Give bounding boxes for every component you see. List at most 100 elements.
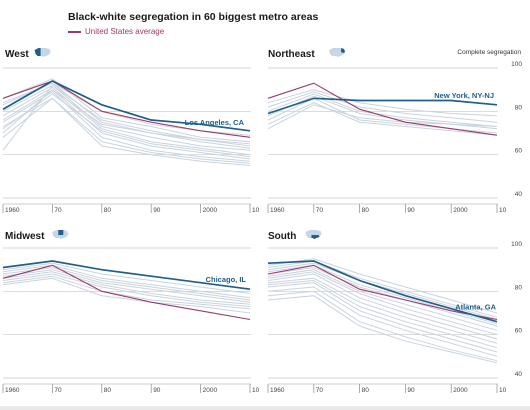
x-tick-label-south-2010: 10 (499, 387, 507, 394)
series-line-west-metro-12 (2, 84, 251, 151)
x-tick-label-south-1980: 80 (362, 387, 370, 394)
series-line-midwest-metro-3 (2, 266, 251, 301)
series-line-west-los-angeles-ca (2, 80, 251, 132)
series-line-south-metro-3 (267, 262, 498, 320)
panel-title-northeast: Northeast (268, 49, 315, 60)
series-line-midwest-metro-4 (2, 269, 251, 303)
series-line-south-metro-7 (267, 271, 498, 336)
series-line-south-metro-11 (267, 282, 498, 353)
x-tick-label-west-1990: 90 (153, 207, 161, 214)
series-line-south-metro-9 (267, 277, 498, 344)
series-line-midwest-metro-7 (2, 275, 251, 310)
chart-title: Black-white segregation in 60 biggest me… (68, 11, 319, 23)
us-map-west-icon (34, 48, 51, 57)
us-map-midwest-icon (52, 230, 69, 239)
series-label-south-atlanta-ga: Atlanta, GA (455, 303, 496, 312)
panel-south: South 40 60 80 100 1960 70 80 90 2000 10 Atlanta, G… (267, 230, 523, 394)
series-line-midwest-chicago-il (2, 260, 251, 291)
x-tick-label-midwest-2000: 2000 (203, 387, 218, 394)
us-map-south-icon (305, 230, 322, 239)
y-tick-label-south-40: 40 (515, 371, 523, 378)
series-line-midwest-metro-1 (2, 262, 251, 294)
series-line-midwest-us-average (2, 264, 251, 321)
panel-title-south: South (268, 231, 296, 242)
series-line-west-metro-5 (2, 86, 251, 156)
series-line-west-metro-11 (2, 97, 251, 166)
series-line-south-us-average (267, 264, 498, 321)
x-tick-label-northeast-1990: 90 (407, 207, 415, 214)
legend-swatch-us-average (68, 30, 81, 33)
x-tick-label-midwest-1960: 1960 (5, 387, 20, 394)
series-label-west-los-angeles-ca: Los Angeles, CA (185, 118, 245, 127)
series-line-south-metro-14 (267, 295, 498, 364)
series-line-west-metro-4 (2, 84, 251, 151)
series-line-west-us-average (2, 80, 251, 138)
x-tick-label-west-2010: 10 (252, 207, 260, 214)
y-axis-label-complete-segregation: Complete segregation (457, 49, 521, 56)
y-tick-label-northeast-60: 60 (515, 148, 523, 155)
series-line-south-metro-10 (267, 279, 498, 349)
series-line-south-metro-8 (267, 273, 498, 340)
x-tick-label-south-1960: 1960 (270, 387, 285, 394)
x-tick-label-northeast-1960: 1960 (270, 207, 285, 214)
y-tick-label-northeast-80: 80 (515, 104, 523, 111)
x-tick-label-south-1990: 90 (407, 387, 415, 394)
series-line-northeast-metro-6 (267, 102, 498, 136)
series-line-south-metro-1 (267, 258, 498, 314)
series-line-west-metro-6 (2, 89, 251, 160)
series-line-northeast-us-average (267, 82, 498, 136)
series-line-midwest-metro-2 (2, 264, 251, 299)
panel-title-west: West (5, 49, 29, 60)
x-tick-label-west-1970: 70 (54, 207, 62, 214)
y-tick-label-northeast-40: 40 (515, 191, 523, 198)
series-line-midwest-metro-5 (2, 271, 251, 305)
y-tick-label-northeast-100: 100 (511, 61, 522, 68)
us-map-west-icon-region (34, 48, 41, 56)
x-tick-label-midwest-1970: 70 (54, 387, 62, 394)
panel-northeast: Northeast 40 60 80 100 1960 70 80 90 2000 10 New Yo… (267, 48, 523, 214)
us-map-northeast-icon-region (341, 48, 346, 53)
series-line-west-metro-1 (2, 78, 251, 143)
us-map-northeast-icon (329, 48, 346, 57)
panel-west: West 1960 70 80 90 2000 10 Los Angeles, CA (2, 48, 260, 214)
x-tick-label-northeast-2010: 10 (499, 207, 507, 214)
series-line-northeast-new-york-ny-nj (267, 97, 498, 115)
series-line-west-metro-9 (2, 93, 251, 158)
series-line-south-metro-6 (267, 269, 498, 331)
bottom-rule (0, 406, 530, 410)
series-label-northeast-new-york-ny-nj: New York, NY-NJ (434, 91, 494, 100)
x-tick-label-west-1980: 80 (104, 207, 112, 214)
y-tick-label-south-100: 100 (511, 241, 522, 248)
series-line-northeast-metro-1 (267, 89, 498, 117)
series-line-northeast-metro-7 (267, 104, 498, 130)
legend: United States average (68, 27, 164, 36)
x-tick-label-south-1970: 70 (316, 387, 324, 394)
x-tick-label-northeast-2000: 2000 (453, 207, 468, 214)
series-line-south-atlanta-ga (267, 260, 498, 323)
series-line-midwest-metro-8 (2, 277, 251, 314)
panel-title-midwest: Midwest (5, 231, 45, 242)
x-tick-label-northeast-1980: 80 (362, 207, 370, 214)
x-tick-label-south-2000: 2000 (453, 387, 468, 394)
series-line-west-metro-8 (2, 97, 251, 164)
series-line-midwest-metro-6 (2, 273, 251, 307)
series-line-west-metro-2 (2, 82, 251, 147)
series-line-south-metro-5 (267, 266, 498, 327)
series-label-midwest-chicago-il: Chicago, IL (206, 275, 247, 284)
legend-label-us-average: United States average (85, 27, 165, 36)
series-line-northeast-metro-3 (267, 93, 498, 127)
series-line-south-metro-12 (267, 286, 498, 357)
us-map-south-icon-region (311, 235, 320, 239)
us-map-midwest-icon-region (58, 230, 64, 235)
series-line-northeast-metro-2 (267, 91, 498, 123)
y-tick-label-south-60: 60 (515, 328, 523, 335)
x-tick-label-midwest-1990: 90 (153, 387, 161, 394)
series-line-south-metro-13 (267, 290, 498, 362)
x-tick-label-northeast-1970: 70 (316, 207, 324, 214)
x-tick-label-midwest-2010: 10 (252, 387, 260, 394)
y-tick-label-south-80: 80 (515, 284, 523, 291)
x-tick-label-west-1960: 1960 (5, 207, 20, 214)
x-tick-label-west-2000: 2000 (203, 207, 218, 214)
x-tick-label-midwest-1980: 80 (104, 387, 112, 394)
